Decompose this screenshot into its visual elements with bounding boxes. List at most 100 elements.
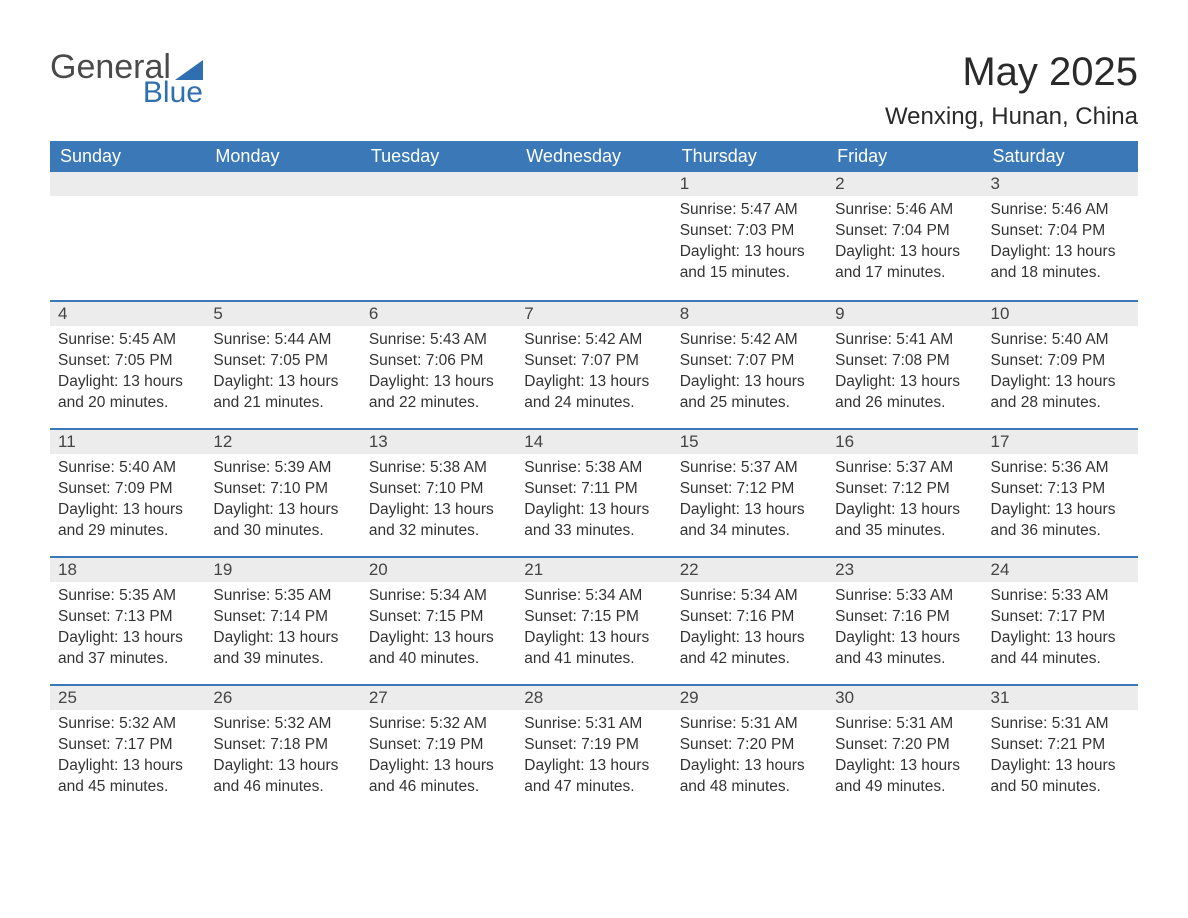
- sunset-line: Sunset: 7:04 PM: [835, 221, 974, 242]
- day-content: Sunrise: 5:37 AMSunset: 7:12 PMDaylight:…: [672, 454, 827, 550]
- daylight-line: Daylight: 13 hours and 21 minutes.: [213, 372, 352, 414]
- sunrise-line: Sunrise: 5:39 AM: [213, 458, 352, 479]
- day-content: Sunrise: 5:32 AMSunset: 7:17 PMDaylight:…: [50, 710, 205, 806]
- sunset-line: Sunset: 7:09 PM: [991, 351, 1130, 372]
- calendar-day-cell: 8Sunrise: 5:42 AMSunset: 7:07 PMDaylight…: [672, 300, 827, 428]
- daylight-line: Daylight: 13 hours and 35 minutes.: [835, 500, 974, 542]
- daylight-line: Daylight: 13 hours and 44 minutes.: [991, 628, 1130, 670]
- calendar-day-cell: 25Sunrise: 5:32 AMSunset: 7:17 PMDayligh…: [50, 684, 205, 812]
- calendar-day-cell: 27Sunrise: 5:32 AMSunset: 7:19 PMDayligh…: [361, 684, 516, 812]
- weekday-header: Tuesday: [361, 141, 516, 172]
- calendar-header-row: SundayMondayTuesdayWednesdayThursdayFrid…: [50, 141, 1138, 172]
- sunset-line: Sunset: 7:05 PM: [213, 351, 352, 372]
- sunset-line: Sunset: 7:12 PM: [835, 479, 974, 500]
- calendar-day-cell: 18Sunrise: 5:35 AMSunset: 7:13 PMDayligh…: [50, 556, 205, 684]
- day-number: 10: [983, 300, 1138, 326]
- day-content: Sunrise: 5:44 AMSunset: 7:05 PMDaylight:…: [205, 326, 360, 422]
- day-number: 17: [983, 428, 1138, 454]
- daylight-line: Daylight: 13 hours and 48 minutes.: [680, 756, 819, 798]
- day-content: Sunrise: 5:46 AMSunset: 7:04 PMDaylight:…: [983, 196, 1138, 292]
- weekday-header: Wednesday: [516, 141, 671, 172]
- sunrise-line: Sunrise: 5:35 AM: [213, 586, 352, 607]
- daylight-line: Daylight: 13 hours and 42 minutes.: [680, 628, 819, 670]
- sunrise-line: Sunrise: 5:31 AM: [991, 714, 1130, 735]
- sunrise-line: Sunrise: 5:38 AM: [524, 458, 663, 479]
- title-block: May 2025 Wenxing, Hunan, China: [885, 50, 1138, 131]
- sunset-line: Sunset: 7:17 PM: [991, 607, 1130, 628]
- sunrise-line: Sunrise: 5:32 AM: [213, 714, 352, 735]
- sunset-line: Sunset: 7:12 PM: [680, 479, 819, 500]
- sunrise-line: Sunrise: 5:41 AM: [835, 330, 974, 351]
- calendar-day-cell: 10Sunrise: 5:40 AMSunset: 7:09 PMDayligh…: [983, 300, 1138, 428]
- day-number: 15: [672, 428, 827, 454]
- daylight-line: Daylight: 13 hours and 18 minutes.: [991, 242, 1130, 284]
- day-content: Sunrise: 5:42 AMSunset: 7:07 PMDaylight:…: [672, 326, 827, 422]
- day-number: 5: [205, 300, 360, 326]
- day-number: 25: [50, 684, 205, 710]
- sunset-line: Sunset: 7:20 PM: [835, 735, 974, 756]
- calendar-week-row: 18Sunrise: 5:35 AMSunset: 7:13 PMDayligh…: [50, 556, 1138, 684]
- calendar-day-cell: 13Sunrise: 5:38 AMSunset: 7:10 PMDayligh…: [361, 428, 516, 556]
- day-number: 18: [50, 556, 205, 582]
- day-number-empty: [516, 172, 671, 196]
- sunrise-line: Sunrise: 5:33 AM: [835, 586, 974, 607]
- day-content: Sunrise: 5:34 AMSunset: 7:16 PMDaylight:…: [672, 582, 827, 678]
- calendar-day-cell: 26Sunrise: 5:32 AMSunset: 7:18 PMDayligh…: [205, 684, 360, 812]
- calendar-day-cell: [205, 172, 360, 300]
- daylight-line: Daylight: 13 hours and 15 minutes.: [680, 242, 819, 284]
- day-content: Sunrise: 5:37 AMSunset: 7:12 PMDaylight:…: [827, 454, 982, 550]
- day-content: Sunrise: 5:33 AMSunset: 7:16 PMDaylight:…: [827, 582, 982, 678]
- sunset-line: Sunset: 7:19 PM: [369, 735, 508, 756]
- sunset-line: Sunset: 7:13 PM: [991, 479, 1130, 500]
- sunrise-line: Sunrise: 5:43 AM: [369, 330, 508, 351]
- day-content: Sunrise: 5:42 AMSunset: 7:07 PMDaylight:…: [516, 326, 671, 422]
- daylight-line: Daylight: 13 hours and 45 minutes.: [58, 756, 197, 798]
- calendar-body: 1Sunrise: 5:47 AMSunset: 7:03 PMDaylight…: [50, 172, 1138, 812]
- logo: General Blue: [50, 50, 203, 108]
- month-title: May 2025: [885, 50, 1138, 95]
- sunset-line: Sunset: 7:05 PM: [58, 351, 197, 372]
- sunset-line: Sunset: 7:15 PM: [369, 607, 508, 628]
- daylight-line: Daylight: 13 hours and 25 minutes.: [680, 372, 819, 414]
- day-number: 24: [983, 556, 1138, 582]
- day-number: 2: [827, 172, 982, 196]
- daylight-line: Daylight: 13 hours and 43 minutes.: [835, 628, 974, 670]
- day-number: 31: [983, 684, 1138, 710]
- day-number: 26: [205, 684, 360, 710]
- calendar-day-cell: 12Sunrise: 5:39 AMSunset: 7:10 PMDayligh…: [205, 428, 360, 556]
- sunrise-line: Sunrise: 5:40 AM: [58, 458, 197, 479]
- day-content: Sunrise: 5:39 AMSunset: 7:10 PMDaylight:…: [205, 454, 360, 550]
- logo-text-blue: Blue: [50, 78, 203, 108]
- sunset-line: Sunset: 7:07 PM: [680, 351, 819, 372]
- sunset-line: Sunset: 7:04 PM: [991, 221, 1130, 242]
- sunset-line: Sunset: 7:11 PM: [524, 479, 663, 500]
- calendar-day-cell: 4Sunrise: 5:45 AMSunset: 7:05 PMDaylight…: [50, 300, 205, 428]
- sunrise-line: Sunrise: 5:34 AM: [680, 586, 819, 607]
- sunrise-line: Sunrise: 5:44 AM: [213, 330, 352, 351]
- day-number: 27: [361, 684, 516, 710]
- calendar-day-cell: 20Sunrise: 5:34 AMSunset: 7:15 PMDayligh…: [361, 556, 516, 684]
- day-number: 4: [50, 300, 205, 326]
- day-content: Sunrise: 5:40 AMSunset: 7:09 PMDaylight:…: [50, 454, 205, 550]
- day-content: Sunrise: 5:31 AMSunset: 7:20 PMDaylight:…: [827, 710, 982, 806]
- daylight-line: Daylight: 13 hours and 32 minutes.: [369, 500, 508, 542]
- daylight-line: Daylight: 13 hours and 30 minutes.: [213, 500, 352, 542]
- calendar-table: SundayMondayTuesdayWednesdayThursdayFrid…: [50, 141, 1138, 812]
- calendar-day-cell: 30Sunrise: 5:31 AMSunset: 7:20 PMDayligh…: [827, 684, 982, 812]
- calendar-day-cell: 31Sunrise: 5:31 AMSunset: 7:21 PMDayligh…: [983, 684, 1138, 812]
- sunrise-line: Sunrise: 5:45 AM: [58, 330, 197, 351]
- day-content: Sunrise: 5:31 AMSunset: 7:21 PMDaylight:…: [983, 710, 1138, 806]
- daylight-line: Daylight: 13 hours and 26 minutes.: [835, 372, 974, 414]
- day-content: Sunrise: 5:34 AMSunset: 7:15 PMDaylight:…: [516, 582, 671, 678]
- day-number: 6: [361, 300, 516, 326]
- calendar-day-cell: 3Sunrise: 5:46 AMSunset: 7:04 PMDaylight…: [983, 172, 1138, 300]
- daylight-line: Daylight: 13 hours and 46 minutes.: [369, 756, 508, 798]
- day-content: Sunrise: 5:34 AMSunset: 7:15 PMDaylight:…: [361, 582, 516, 678]
- day-content: Sunrise: 5:38 AMSunset: 7:10 PMDaylight:…: [361, 454, 516, 550]
- calendar-day-cell: 17Sunrise: 5:36 AMSunset: 7:13 PMDayligh…: [983, 428, 1138, 556]
- day-content: Sunrise: 5:36 AMSunset: 7:13 PMDaylight:…: [983, 454, 1138, 550]
- calendar-day-cell: 29Sunrise: 5:31 AMSunset: 7:20 PMDayligh…: [672, 684, 827, 812]
- sunset-line: Sunset: 7:09 PM: [58, 479, 197, 500]
- day-number: 11: [50, 428, 205, 454]
- calendar-day-cell: 9Sunrise: 5:41 AMSunset: 7:08 PMDaylight…: [827, 300, 982, 428]
